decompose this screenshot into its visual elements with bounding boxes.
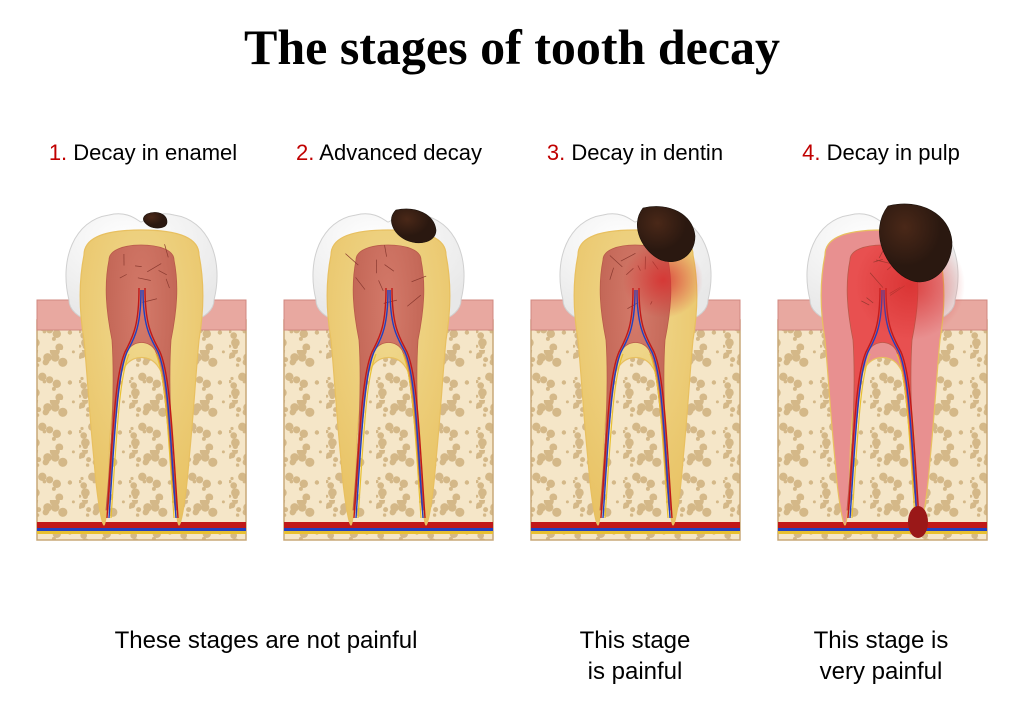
tooth-diagram-3 bbox=[523, 200, 748, 560]
caption-very-painful: This stage isvery painful bbox=[758, 625, 1004, 687]
stage-labels-row: 1. Decay in enamel 2. Advanced decay 3. … bbox=[0, 140, 1024, 166]
stage-label-3: 3. Decay in dentin bbox=[512, 140, 758, 166]
tooth-diagram-1 bbox=[29, 200, 254, 560]
stage-text: Advanced decay bbox=[319, 140, 482, 165]
stage-text: Decay in pulp bbox=[827, 140, 960, 165]
diagrams-row bbox=[0, 200, 1024, 560]
stage-number: 1. bbox=[49, 140, 67, 165]
captions-row: These stages are not painful This stagei… bbox=[0, 625, 1024, 687]
stage-text: Decay in dentin bbox=[571, 140, 723, 165]
page-title: The stages of tooth decay bbox=[0, 18, 1024, 76]
stage-number: 3. bbox=[547, 140, 565, 165]
stage-text: Decay in enamel bbox=[73, 140, 237, 165]
caption-not-painful: These stages are not painful bbox=[20, 625, 512, 687]
stage-label-2: 2. Advanced decay bbox=[266, 140, 512, 166]
tooth-diagram-4 bbox=[770, 200, 995, 560]
tooth-diagram-2 bbox=[276, 200, 501, 560]
stage-number: 2. bbox=[296, 140, 314, 165]
stage-number: 4. bbox=[802, 140, 820, 165]
caption-painful: This stageis painful bbox=[512, 625, 758, 687]
stage-label-4: 4. Decay in pulp bbox=[758, 140, 1004, 166]
stage-label-1: 1. Decay in enamel bbox=[20, 140, 266, 166]
